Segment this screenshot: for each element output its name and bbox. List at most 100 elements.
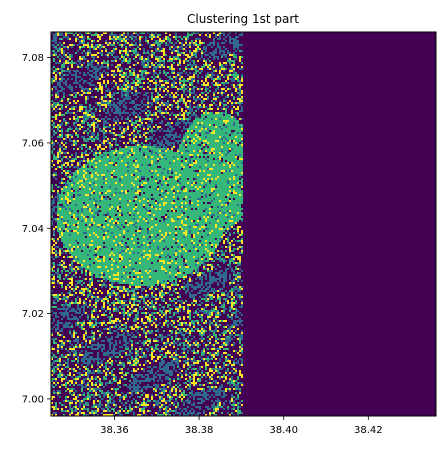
heatmap-cell: [163, 70, 165, 72]
heatmap-cell: [177, 106, 179, 108]
heatmap-cell: [209, 46, 211, 48]
heatmap-cell: [175, 86, 177, 88]
heatmap-cell: [75, 76, 77, 78]
heatmap-cell: [183, 134, 185, 136]
heatmap-cell: [157, 130, 159, 132]
heatmap-cell: [83, 176, 85, 178]
heatmap-cell: [193, 136, 195, 138]
heatmap-cell: [61, 146, 63, 148]
heatmap-cell: [135, 60, 137, 62]
heatmap-cell: [65, 112, 67, 114]
heatmap-cell: [65, 138, 67, 140]
heatmap-cell: [159, 174, 161, 176]
heatmap-cell: [133, 70, 135, 72]
heatmap-cell: [207, 32, 209, 34]
heatmap-cell: [93, 172, 95, 174]
heatmap-cell: [163, 174, 165, 176]
heatmap-cell: [161, 56, 163, 58]
heatmap-cell: [211, 78, 213, 80]
heatmap-cell: [101, 96, 103, 98]
heatmap-cell: [191, 150, 193, 152]
heatmap-cell: [177, 178, 179, 180]
heatmap-cell: [67, 46, 69, 48]
heatmap-cell: [195, 144, 197, 146]
heatmap-cell: [189, 90, 191, 92]
heatmap-cell: [167, 122, 169, 124]
heatmap-cell: [205, 48, 207, 50]
heatmap-cell: [225, 42, 227, 44]
heatmap-cell: [173, 182, 175, 184]
heatmap-cell: [131, 38, 133, 40]
heatmap-cell: [91, 140, 93, 142]
heatmap-cell: [167, 140, 169, 142]
heatmap-cell: [149, 36, 151, 38]
heatmap-cell: [145, 168, 147, 170]
heatmap-cell: [125, 172, 127, 174]
heatmap-cell: [209, 138, 211, 140]
heatmap-cell: [223, 92, 225, 94]
heatmap-cell: [223, 112, 225, 114]
heatmap-cell: [131, 42, 133, 44]
heatmap-cell: [165, 54, 167, 56]
heatmap-cell: [97, 120, 99, 122]
heatmap-cell: [169, 158, 171, 160]
heatmap-cell: [71, 136, 73, 138]
heatmap-cell: [163, 182, 165, 184]
heatmap-cell: [195, 158, 197, 160]
heatmap-cell: [103, 126, 105, 128]
heatmap-cell: [89, 66, 91, 68]
heatmap-cell: [127, 118, 129, 120]
heatmap-cell: [65, 152, 67, 154]
heatmap-cell: [181, 142, 183, 144]
heatmap-cell: [109, 164, 111, 166]
heatmap-cell: [51, 142, 53, 144]
heatmap-cell: [203, 150, 205, 152]
heatmap-cell: [211, 136, 213, 138]
heatmap-cell: [207, 176, 209, 178]
heatmap-cell: [97, 170, 99, 172]
heatmap-cell: [147, 66, 149, 68]
heatmap-cell: [175, 92, 177, 94]
heatmap-cell: [107, 182, 109, 184]
heatmap-cell: [149, 170, 151, 172]
heatmap-cell: [195, 124, 197, 126]
heatmap-cell: [51, 160, 53, 162]
heatmap-cell: [57, 56, 59, 58]
heatmap-cell: [223, 32, 225, 34]
heatmap-cell: [69, 128, 71, 130]
heatmap-cell: [157, 98, 159, 100]
heatmap-cell: [121, 110, 123, 112]
heatmap-cell: [109, 126, 111, 128]
heatmap-cell: [213, 94, 215, 96]
heatmap-cell: [91, 136, 93, 138]
heatmap-cell: [117, 112, 119, 114]
heatmap-cell: [231, 94, 233, 96]
heatmap-cell: [105, 130, 107, 132]
heatmap-cell: [235, 164, 237, 166]
heatmap-cell: [193, 156, 195, 158]
heatmap-cell: [55, 44, 57, 46]
heatmap-cell: [109, 44, 111, 46]
heatmap-cell: [119, 50, 121, 52]
heatmap-cell: [93, 158, 95, 160]
heatmap-cell: [139, 82, 141, 84]
heatmap-cell: [175, 136, 177, 138]
heatmap-cell: [183, 90, 185, 92]
heatmap-cell: [143, 64, 145, 66]
heatmap-cell: [119, 170, 121, 172]
heatmap-cell: [209, 122, 211, 124]
heatmap-cell: [63, 54, 65, 56]
heatmap-cell: [189, 92, 191, 94]
heatmap-cell: [131, 104, 133, 106]
heatmap-cell: [153, 160, 155, 162]
heatmap-cell: [81, 52, 83, 54]
heatmap-cell: [193, 98, 195, 100]
heatmap-cell: [155, 72, 157, 74]
heatmap-cell: [155, 152, 157, 154]
heatmap-cell: [221, 170, 223, 172]
heatmap-cell: [61, 164, 63, 166]
heatmap-cell: [95, 110, 97, 112]
heatmap-cell: [61, 180, 63, 182]
heatmap-cell: [155, 76, 157, 78]
heatmap-cell: [199, 162, 201, 164]
